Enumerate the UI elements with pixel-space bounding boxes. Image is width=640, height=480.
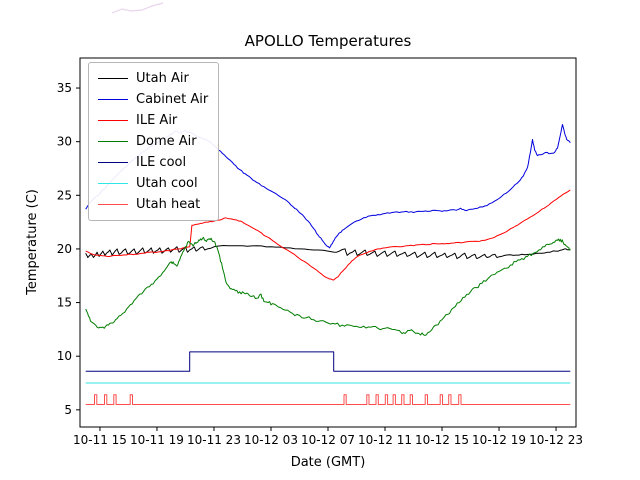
x-tick-label: 10-11 19 [130,433,184,447]
legend-entry-utah-heat: Utah heat [98,194,208,215]
legend-entry-dome-air: Dome Air [98,131,208,152]
series-layer [85,124,571,405]
x-axis-label: Date (GMT) [291,455,366,470]
legend-entry-utah-air: Utah Air [98,68,208,89]
y-tick-label: 5 [64,403,72,417]
legend-swatch-utah-heat [98,204,128,205]
x-tick-label: 10-12 03 [244,433,298,447]
legend-swatch-cabinet-air [98,99,128,100]
y-tick-label: 10 [57,349,72,363]
legend-swatch-ile-cool [98,162,128,163]
legend-label-utah-cool: Utah cool [136,176,198,191]
y-axis-label: Temperature (C) [25,189,40,296]
series-utah-heat-line [85,394,571,405]
y-tick-label: 30 [57,135,72,149]
artifact-layer [111,2,164,14]
legend-swatch-dome-air [98,141,128,142]
legend-entry-ile-cool: ILE cool [98,152,208,173]
series-ile-cool-line [85,351,571,372]
x-tick-label: 10-11 23 [187,433,241,447]
legend-swatch-utah-air [98,78,128,79]
x-tick-label: 10-11 15 [73,433,127,447]
chart-legend: Utah Air Cabinet Air ILE Air Dome Air ILE co… [88,62,220,221]
legend-label-ile-air: ILE Air [136,113,178,128]
legend-label-utah-air: Utah Air [136,71,189,86]
chart-title: APOLLO Temperatures [245,32,412,50]
series-dome-air-line [85,236,571,336]
y-tick-label: 25 [57,188,72,202]
x-tick-label: 10-12 23 [529,433,583,447]
legend-label-utah-heat: Utah heat [136,197,201,212]
series-ile-air-line [85,189,571,281]
y-tick-label: 20 [57,242,72,256]
y-tick-label: 15 [57,296,72,310]
series-utah-air-line [85,245,571,260]
x-tick-label: 10-12 19 [472,433,526,447]
legend-entry-ile-air: ILE Air [98,110,208,131]
stray-squiggle [111,2,164,14]
x-tick-label: 10-12 07 [301,433,355,447]
legend-entry-cabinet-air: Cabinet Air [98,89,208,110]
x-tick-label: 10-12 15 [415,433,469,447]
legend-label-dome-air: Dome Air [136,134,197,149]
x-tick-label: 10-12 11 [358,433,412,447]
legend-entry-utah-cool: Utah cool [98,173,208,194]
legend-swatch-ile-air [98,120,128,121]
legend-swatch-utah-cool [98,183,128,184]
legend-label-ile-cool: ILE cool [136,155,187,170]
y-tick-label: 35 [57,81,72,95]
legend-label-cabinet-air: Cabinet Air [136,92,209,107]
